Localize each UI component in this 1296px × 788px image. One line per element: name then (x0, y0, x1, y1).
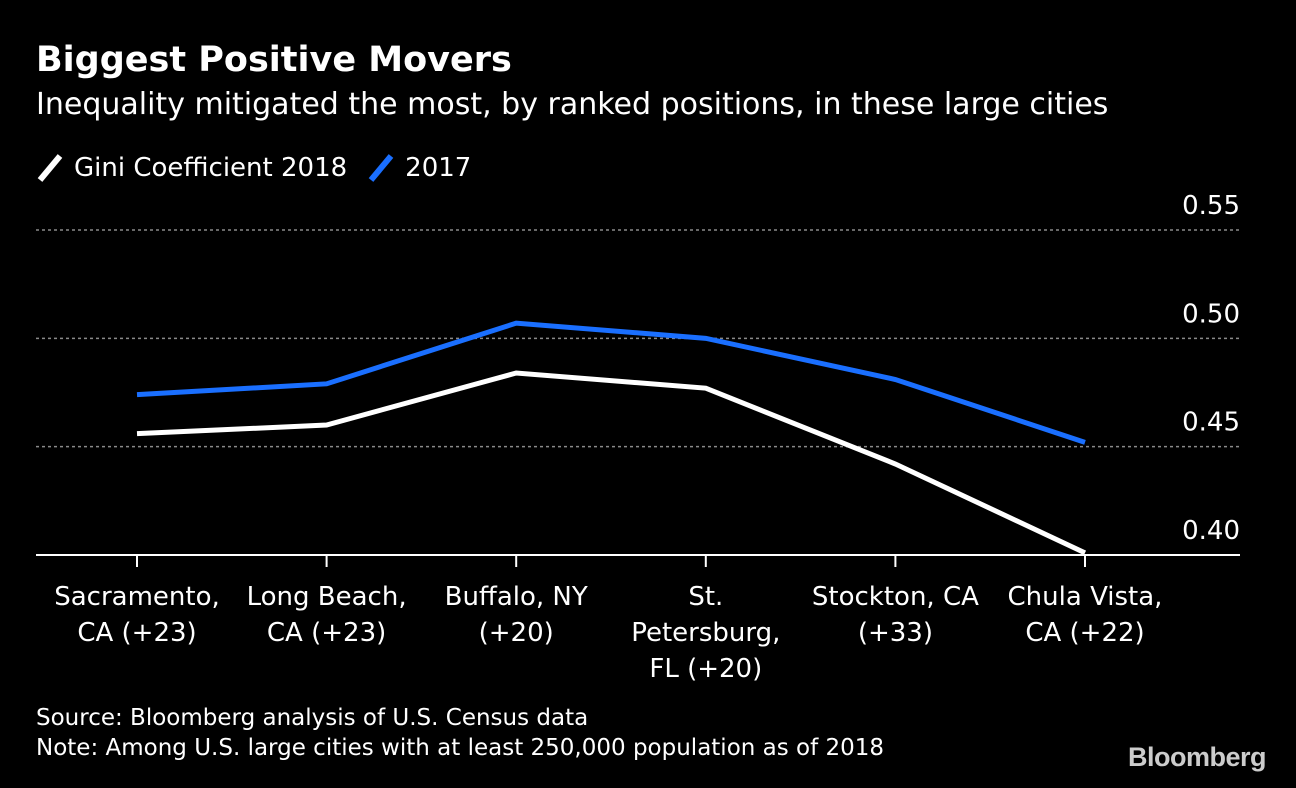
x-tick-label: Chula Vista, CA (+22) (1008, 582, 1163, 648)
x-tick-label-line: (+33) (858, 618, 933, 648)
legend: Gini Coefficient 2018 2017 (36, 150, 491, 186)
x-tick-label-line: CA (+23) (267, 618, 386, 648)
x-tick-label-line: Stockton, CA (812, 582, 979, 612)
y-tick-label: 0.45 (1182, 408, 1240, 438)
y-tick-label: 0.50 (1182, 299, 1240, 329)
x-tick-label-line: Chula Vista, (1008, 582, 1163, 612)
x-tick-label: Sacramento, CA (+23) (54, 582, 220, 648)
series-line-2017 (136, 320, 1086, 445)
x-tick-label-line: Petersburg, (631, 618, 780, 648)
bloomberg-logo: Bloomberg (1127, 742, 1267, 772)
legend-label-2018: Gini Coefficient 2018 (74, 153, 348, 183)
x-tick-label-line: Buffalo, NY (445, 582, 588, 612)
x-tick-label-line: Sacramento, (54, 582, 220, 612)
legend-item-2017: 2017 (367, 152, 471, 184)
x-tick-label-line: (+20) (479, 618, 554, 648)
series-line-gini-coefficient-2018 (136, 370, 1087, 556)
legend-swatch-2017 (368, 154, 394, 182)
x-tick-label-line: CA (+22) (1025, 618, 1144, 648)
y-tick-label: 0.40 (1182, 516, 1240, 546)
x-tick-label: Buffalo, NY (+20) (445, 582, 588, 648)
x-tick-label-line: St. (688, 582, 723, 612)
chart-subtitle: Inequality mitigated the most, by ranked… (36, 87, 1109, 122)
x-tick-label: Stockton, CA (+33) (812, 582, 979, 648)
legend-label-2017: 2017 (405, 153, 472, 183)
y-tick-label: 0.55 (1182, 191, 1240, 221)
x-tick-label-line: Long Beach, (247, 582, 407, 612)
chart-title: Biggest Positive Movers (36, 40, 512, 80)
x-tick-label-line: FL (+20) (649, 654, 762, 684)
legend-item-2018: Gini Coefficient 2018 (36, 152, 347, 184)
x-tick-label: Long Beach, CA (+23) (247, 582, 407, 648)
source-note: Source: Bloomberg analysis of U.S. Censu… (36, 705, 589, 731)
x-tick-label-line: CA (+23) (77, 618, 196, 648)
x-tick-label: St. Petersburg, FL (+20) (631, 582, 780, 684)
footnote: Note: Among U.S. large cities with at le… (36, 735, 885, 761)
legend-swatch-2018 (37, 154, 63, 182)
